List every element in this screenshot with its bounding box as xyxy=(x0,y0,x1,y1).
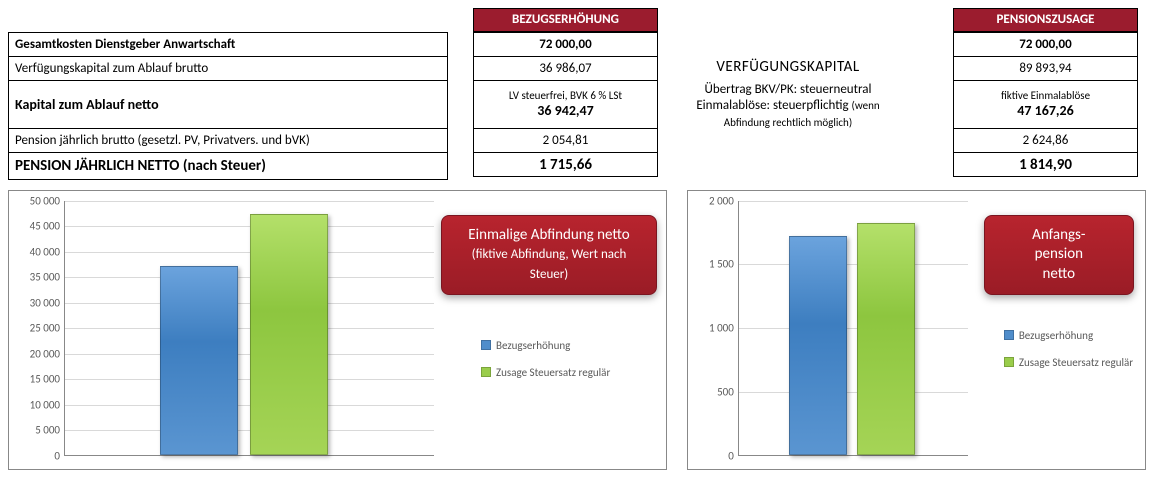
chart-left-plot-area: 05 00010 00015 00020 00025 00030 00035 0… xyxy=(64,201,434,456)
header-pensionszusage: PENSIONSZUSAGE xyxy=(953,8,1138,32)
header-bezugserhoehung: BEZUGSERHÖHUNG xyxy=(473,8,658,32)
legend-item-bezug-r: Bezugserhöhung xyxy=(1004,329,1144,342)
row-label-kapital-netto: Kapital zum Ablauf netto xyxy=(9,80,448,128)
middle-line2: Einmalablöse: steuerpflichtig (wenn Abfi… xyxy=(673,98,903,132)
legend-swatch-blue-r xyxy=(1004,330,1014,340)
pension-kapital-netto-cell: fiktive Einmalablöse 47 167,26 xyxy=(954,81,1138,129)
row-label-gesamtkosten: Gesamtkosten Dienstgeber Anwartschaft xyxy=(9,32,448,56)
legend-swatch-green xyxy=(481,367,491,377)
legend-swatch-blue xyxy=(481,340,491,350)
middle-line1: Übertrag BKV/PK: steuerneutral xyxy=(673,82,903,99)
pension-pension-netto: 1 814,90 xyxy=(954,153,1138,177)
pension-gesamtkosten: 72 000,00 xyxy=(954,33,1138,57)
overlay-anfangspension: Anfangs- pension netto xyxy=(984,215,1134,296)
top-comparison-section: Gesamtkosten Dienstgeber Anwartschaft Ve… xyxy=(8,8,1146,180)
row-label-verfuegungskapital: Verfügungskapital zum Ablauf brutto xyxy=(9,56,448,80)
middle-title: VERFÜGUNGSKAPITAL xyxy=(673,58,903,78)
bezug-kapital-netto-cell: LV steuerfrei, BVK 6 % LSt 36 942,47 xyxy=(474,81,658,129)
bezug-gesamtkosten: 72 000,00 xyxy=(474,33,658,57)
legend-item-zusage-r: Zusage Steuersatz regulär xyxy=(1004,356,1144,369)
pension-verfuegungskapital: 89 893,94 xyxy=(954,57,1138,81)
bezug-pension-brutto: 2 054,81 xyxy=(474,129,658,153)
legend-left: Bezugserhöhung Zusage Steuersatz regulär xyxy=(481,339,661,393)
pension-kapital-netto: 47 167,26 xyxy=(1017,102,1073,119)
bezug-note: LV steuerfrei, BVK 6 % LSt xyxy=(478,90,653,102)
bezug-pension-netto: 1 715,66 xyxy=(474,153,658,177)
charts-row: 05 00010 00015 00020 00025 00030 00035 0… xyxy=(8,190,1146,470)
column-pensionszusage: PENSIONSZUSAGE 72 000,00 89 893,94 fikti… xyxy=(953,8,1138,180)
row-labels-block: Gesamtkosten Dienstgeber Anwartschaft Ve… xyxy=(8,8,448,180)
legend-swatch-green-r xyxy=(1004,357,1014,367)
legend-item-zusage: Zusage Steuersatz regulär xyxy=(481,366,661,379)
bezug-kapital-netto: 36 942,47 xyxy=(537,102,593,119)
legend-item-bezug: Bezugserhöhung xyxy=(481,339,661,352)
chart-right-plot-area: 05001 0001 5002 000 xyxy=(738,201,968,456)
pension-pension-brutto: 2 624,86 xyxy=(954,129,1138,153)
bezug-verfuegungskapital: 36 986,07 xyxy=(474,57,658,81)
chart-abfindung: 05 00010 00015 00020 00025 00030 00035 0… xyxy=(8,190,667,470)
chart-anfangspension: 05001 0001 5002 000 Anfangs- pension net… xyxy=(687,190,1146,470)
pension-note: fiktive Einmalablöse xyxy=(958,90,1133,102)
legend-right: Bezugserhöhung Zusage Steuersatz regulär xyxy=(1004,329,1144,383)
overlay-abfindung: Einmalige Abfindung netto (fiktive Abfin… xyxy=(441,215,657,296)
row-label-pension-netto: PENSION JÄHRLICH NETTO (nach Steuer) xyxy=(9,152,448,179)
middle-explanation: VERFÜGUNGSKAPITAL Übertrag BKV/PK: steue… xyxy=(673,8,903,180)
row-label-pension-brutto: Pension jährlich brutto (gesetzl. PV, Pr… xyxy=(9,128,448,152)
column-bezugserhoehung: BEZUGSERHÖHUNG 72 000,00 36 986,07 LV st… xyxy=(473,8,658,180)
